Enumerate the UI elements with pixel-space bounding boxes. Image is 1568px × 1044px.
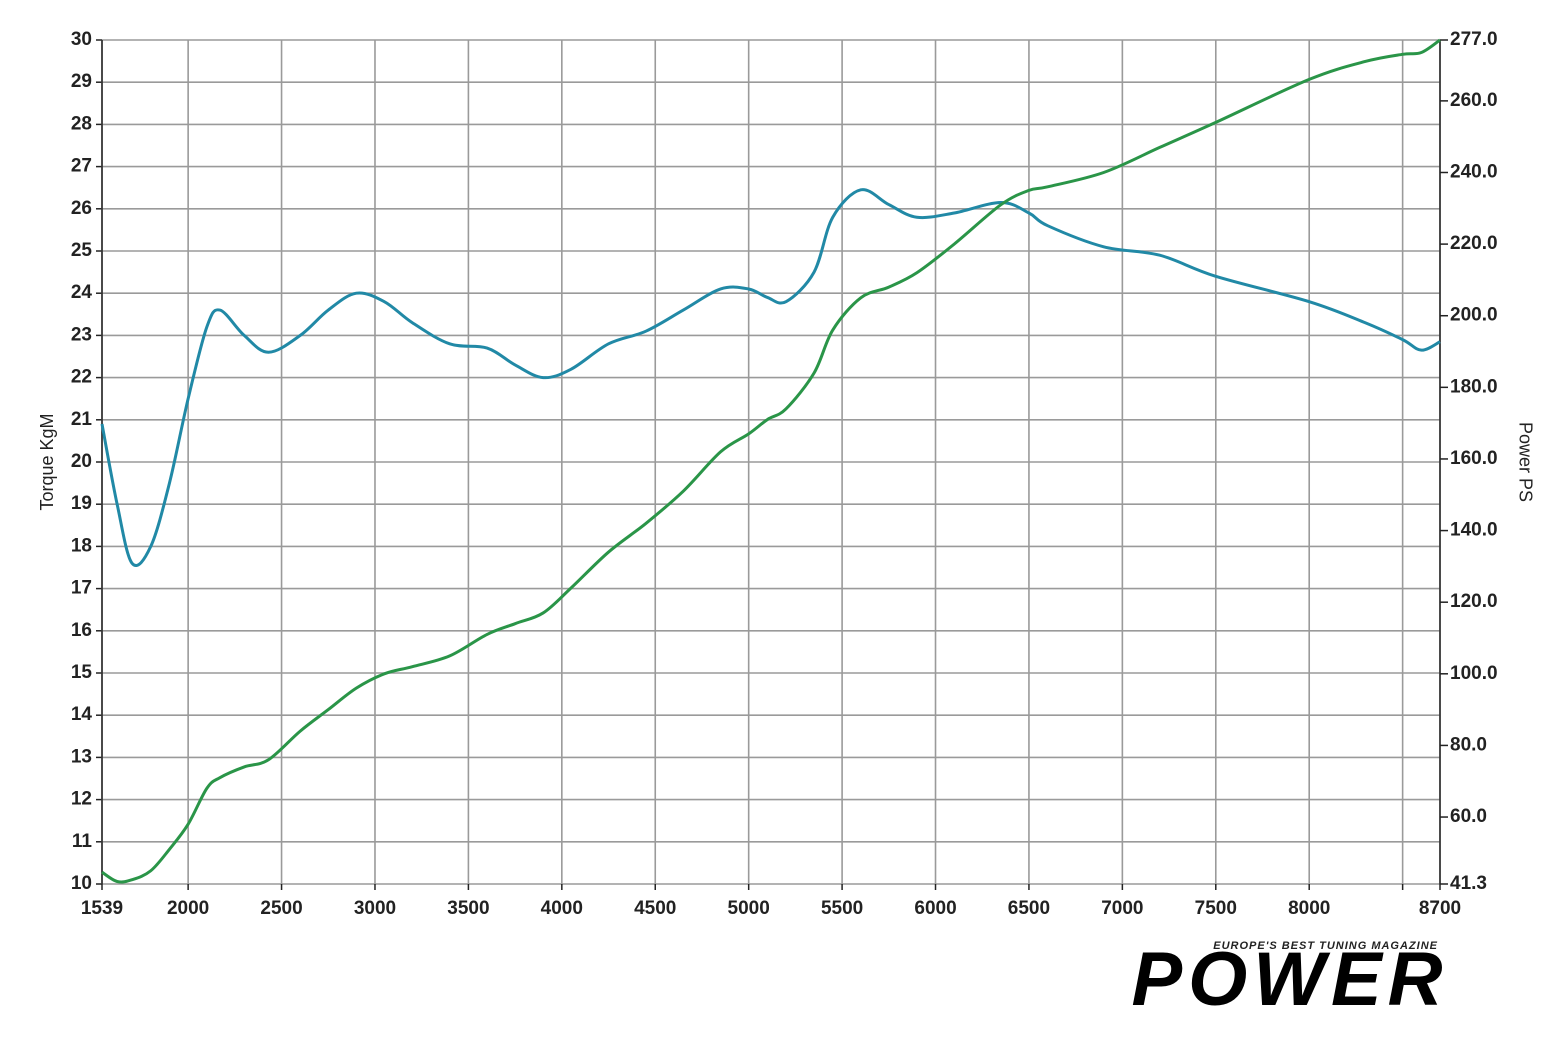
y2-tick-label: 120.0: [1450, 591, 1498, 612]
x-tick-label: 1539: [81, 898, 123, 919]
y-axis-label: Torque KgM: [37, 413, 57, 510]
data-line: [101, 38, 1441, 884]
y2-tick-label: 60.0: [1450, 806, 1487, 827]
data-line: [100, 188, 1441, 567]
x-tick-label: 2500: [260, 898, 302, 919]
y-tick-label: 23: [71, 324, 92, 345]
y2-tick-label: 220.0: [1450, 233, 1498, 254]
x-tick-label: 3000: [354, 898, 396, 919]
x-tick-label: 4500: [634, 898, 676, 919]
y-tick-label: 16: [71, 620, 92, 641]
y-tick-label: 21: [71, 409, 93, 430]
y-tick-label: 18: [71, 535, 92, 556]
y2-tick-label: 80.0: [1450, 734, 1487, 755]
y2-tick-label: 160.0: [1450, 448, 1498, 469]
y-tick-label: 15: [71, 662, 93, 683]
y2-tick-label: 200.0: [1450, 305, 1498, 326]
y2-tick-label: 41.3: [1450, 873, 1487, 894]
y-tick-label: 20: [71, 451, 92, 472]
x-tick-label: 4000: [541, 898, 583, 919]
logo-tagline: EUROPE'S BEST TUNING MAGAZINE: [1213, 940, 1438, 952]
y-tick-label: 25: [71, 240, 93, 261]
y2-tick-label: 180.0: [1450, 376, 1498, 397]
x-tick-label: 6000: [914, 898, 956, 919]
y-tick-label: 24: [71, 282, 93, 303]
y-tick-label: 26: [71, 198, 92, 219]
x-tick-label: 7000: [1101, 898, 1143, 919]
y-tick-label: 13: [71, 746, 92, 767]
x-tick-label: 5500: [821, 898, 863, 919]
y-tick-label: 14: [71, 704, 93, 725]
x-tick-label: 2000: [167, 898, 209, 919]
y-tick-label: 11: [72, 831, 93, 852]
y2-tick-label: 140.0: [1450, 520, 1498, 541]
y2-axis-label: Power PS: [1515, 422, 1535, 502]
y-tick-label: 28: [71, 113, 92, 134]
y-tick-label: 27: [71, 156, 92, 177]
logo-name: POWER: [1131, 937, 1448, 1022]
x-tick-label: 3500: [447, 898, 489, 919]
x-tick-label: 8700: [1419, 898, 1461, 919]
y2-tick-label: 277.0: [1450, 29, 1498, 50]
y-tick-label: 19: [71, 493, 92, 514]
y2-tick-label: 100.0: [1450, 663, 1498, 684]
x-tick-label: 8000: [1288, 898, 1330, 919]
y-tick-label: 22: [71, 367, 92, 388]
y-tick-label: 29: [71, 71, 92, 92]
x-tick-label: 5000: [728, 898, 770, 919]
y-tick-label: 30: [71, 29, 92, 50]
y2-tick-label: 260.0: [1450, 90, 1498, 111]
y-tick-label: 12: [71, 789, 92, 810]
x-tick-label: 7500: [1195, 898, 1237, 919]
x-tick-label: 6500: [1008, 898, 1050, 919]
y-tick-label: 17: [71, 578, 92, 599]
y2-tick-label: 240.0: [1450, 162, 1498, 183]
y-tick-label: 10: [71, 873, 92, 894]
